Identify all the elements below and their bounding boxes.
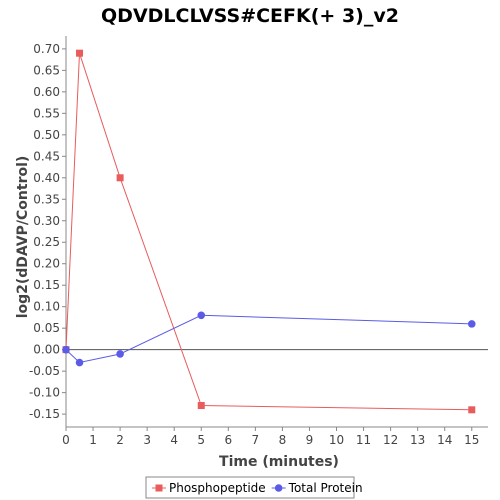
- x-tick-label: 2: [116, 433, 124, 447]
- y-tick-label: 0.30: [33, 214, 60, 228]
- x-tick-label: 5: [197, 433, 205, 447]
- x-tick-label: 0: [62, 433, 70, 447]
- x-tick-label: 3: [143, 433, 151, 447]
- x-tick-label: 7: [252, 433, 260, 447]
- y-tick-label: 0.70: [33, 42, 60, 56]
- x-axis-label: Time (minutes): [219, 454, 339, 470]
- legend: Phosphopeptide Total Protein: [145, 476, 363, 499]
- total-protein-legend-label: Total Protein: [288, 481, 363, 495]
- x-tick-label: 14: [437, 433, 452, 447]
- y-tick-label: 0.40: [33, 171, 60, 185]
- x-tick-label: 15: [464, 433, 479, 447]
- y-tick-label: -0.15: [29, 407, 60, 421]
- x-tick-label: 13: [410, 433, 425, 447]
- y-tick-label: -0.05: [29, 364, 60, 378]
- total-protein-point: [197, 311, 206, 320]
- x-tick-label: 1: [89, 433, 97, 447]
- y-tick-label: 0.35: [33, 192, 60, 206]
- legend-box: [145, 476, 355, 499]
- phosphopeptide-point: [76, 49, 84, 57]
- x-tick-label: 12: [383, 433, 398, 447]
- phosphopeptide-point: [116, 174, 124, 182]
- y-tick-label: 0.15: [33, 278, 60, 292]
- y-tick-label: -0.10: [29, 386, 60, 400]
- x-axis: 0 1 2 3 4 5 6 7 8 9 10 11 12 13 14 15: [62, 427, 479, 447]
- total-protein-point: [467, 320, 476, 328]
- x-tick-label: 10: [329, 433, 344, 447]
- y-axis: -0.15 -0.10 -0.05 0.00 0.05 0.10 0.15 0.20 0.25 0…: [29, 42, 66, 421]
- series-layer: [62, 49, 476, 414]
- total-protein-legend-marker: [274, 484, 283, 492]
- y-axis-label: log2(dDAVP/Control): [15, 156, 31, 319]
- x-tick-label: 4: [170, 433, 178, 447]
- phosphopeptide-legend-marker: [155, 484, 163, 492]
- chart-title: QDVDLCLVSS#CEFK(+ 3)_v2: [101, 5, 399, 27]
- total-protein-point: [75, 358, 84, 367]
- total-protein-point: [116, 350, 124, 358]
- y-tick-label: 0.50: [33, 128, 60, 142]
- phosphopeptide-point: [468, 406, 476, 414]
- y-tick-label: 0.10: [33, 300, 60, 314]
- plot-background: [66, 36, 488, 427]
- y-tick-label: 0.45: [33, 149, 60, 163]
- y-tick-label: 0.65: [33, 63, 60, 77]
- x-tick-label: 8: [279, 433, 287, 447]
- y-tick-label: 0.55: [33, 106, 60, 120]
- x-tick-label: 6: [224, 433, 232, 447]
- phosphopeptide-point: [197, 402, 205, 410]
- total-protein-point: [62, 345, 70, 354]
- y-tick-label: 0.05: [33, 321, 60, 335]
- y-tick-label: 0.25: [33, 235, 60, 249]
- x-tick-label: 9: [306, 433, 314, 447]
- y-tick-label: 0.00: [33, 343, 60, 357]
- y-tick-label: 0.60: [33, 85, 60, 99]
- y-tick-label: 0.20: [33, 257, 60, 271]
- x-tick-label: 11: [356, 433, 371, 447]
- phosphopeptide-legend-label: Phosphopeptide: [169, 481, 266, 495]
- plot-area: [65, 36, 488, 428]
